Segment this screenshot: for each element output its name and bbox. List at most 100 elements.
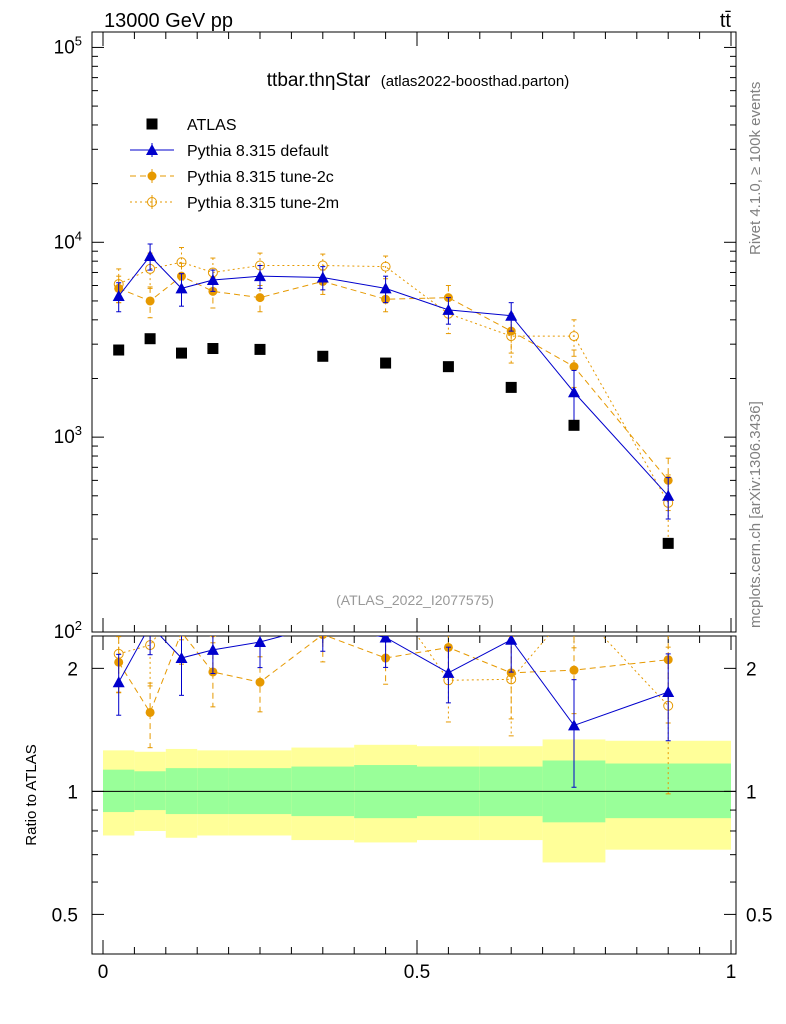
uncertainty-bands [103,739,731,863]
data-marker [442,361,454,373]
mc-marker-triangle [175,282,188,294]
mc-marker-triangle [379,282,392,294]
band-inner [134,771,166,811]
x-tick-label: 0 [98,962,109,983]
mc-marker-triangle [662,686,675,698]
mc-marker-circle [147,197,157,207]
mc-marker-dot [255,293,265,303]
mc-marker-dot [506,668,516,678]
data-marker [207,343,219,355]
series-default [112,243,675,520]
mc-marker-circle [380,261,391,272]
mc-marker-triangle [442,303,455,315]
tick-exponent: 3 [75,423,82,438]
main-series [112,243,675,549]
mc-marker-triangle [206,274,219,286]
legend-item-tune2m: Pythia 8.315 tune-2m [130,195,339,212]
mc-marker-triangle [112,290,125,302]
title-main: ttbar.thηStar [267,70,371,91]
x-tick-label: 1 [726,962,737,983]
mc-marker-triangle [144,619,156,630]
beam-label: 13000 GeV pp [104,10,233,32]
data-marker [568,419,580,431]
tick-base: 10 [54,427,75,448]
analysis-watermark: (ATLAS_2022_I2077575) [336,592,494,608]
main-plot-frame [91,31,737,633]
ratio-y-tick-label-right: 2 [746,659,757,680]
legend-label: ATLAS [187,117,237,134]
ratio-y-tick-label: 2 [67,659,78,680]
series-line [118,275,669,481]
ratio-y-tick-label-right: 1 [746,782,757,803]
mc-marker-circle [570,601,579,610]
data-marker [144,333,156,345]
tick-base: 10 [54,622,75,643]
mc-marker-dot [145,707,155,717]
data-marker [662,537,674,549]
mc-marker-triangle [144,250,157,262]
legend-label: Pythia 8.315 tune-2m [187,195,339,212]
mc-marker-triangle [206,643,219,655]
data-marker [380,357,392,369]
main-y-tick-label: 105 [54,33,82,58]
mc-marker-triangle [662,489,675,501]
mc-marker-circle [177,598,186,607]
mc-marker-triangle [254,636,266,648]
band-inner [605,763,731,819]
ratio-tune2c [114,636,673,749]
ratio-y-tick-label: 0.5 [52,905,78,926]
ratio-line [118,636,669,714]
ratio-default [112,619,675,788]
ratio-line [118,636,669,707]
ratio-y-axis-label: Ratio to ATLAS [23,744,40,845]
tick-base: 10 [54,37,75,58]
ratio-y-tick-label: 1 [67,782,78,803]
mc-marker-triangle [316,271,329,283]
legend-item-data: ATLAS [146,117,237,134]
mc-marker-triangle [175,652,188,664]
mc-marker-circle [569,331,579,342]
mc-marker-circle [256,611,265,620]
mc-marker-dot [145,296,155,306]
mc-marker-triangle [254,270,266,282]
data-marker [317,350,329,362]
legend-label: Pythia 8.315 tune-2c [187,169,334,186]
mc-marker-dot [569,665,579,675]
mc-marker-triangle [505,309,518,321]
ratio-y-tick-label-right: 0.5 [746,905,772,926]
data-marker [113,344,125,356]
mc-marker-triangle [146,144,158,155]
data-marker [176,347,187,359]
data-marker [505,381,517,393]
mcplots-label: mcplots.cern.ch [arXiv:1306.3436] [747,401,764,628]
tick-exponent: 5 [75,33,82,48]
mc-marker-triangle [379,636,392,643]
mc-marker-circle [318,598,327,607]
title-sub: (atlas2022-boosthad.parton) [381,73,569,90]
legend-item-tune2c: Pythia 8.315 tune-2c [130,169,334,186]
ratio-line [118,636,669,727]
tick-exponent: 4 [75,228,82,243]
legend: ATLAS Pythia 8.315 default Pythia 8.315 tu… [130,117,339,212]
legend-item-default: Pythia 8.315 default [130,143,329,160]
ratio-series [112,598,675,795]
series-line [118,261,669,504]
legend-label: Pythia 8.315 default [187,143,329,160]
main-y-tick-label: 104 [54,228,82,253]
mc-marker-triangle [568,719,580,731]
mc-marker-triangle [568,386,580,398]
series-data [113,333,674,549]
tick-base: 10 [54,232,75,253]
mc-marker-dot [147,171,157,181]
mc-marker-dot [255,677,265,687]
series-tune2c [114,262,673,512]
axis-ticks [92,32,736,955]
main-y-tick-label: 102 [54,618,82,643]
data-marker [146,118,158,130]
series-line [118,255,669,497]
main-y-tick-label: 103 [54,423,82,448]
mc-marker-triangle [112,676,125,688]
ratio-plot-frame [91,635,737,955]
mc-marker-triangle [505,636,518,645]
